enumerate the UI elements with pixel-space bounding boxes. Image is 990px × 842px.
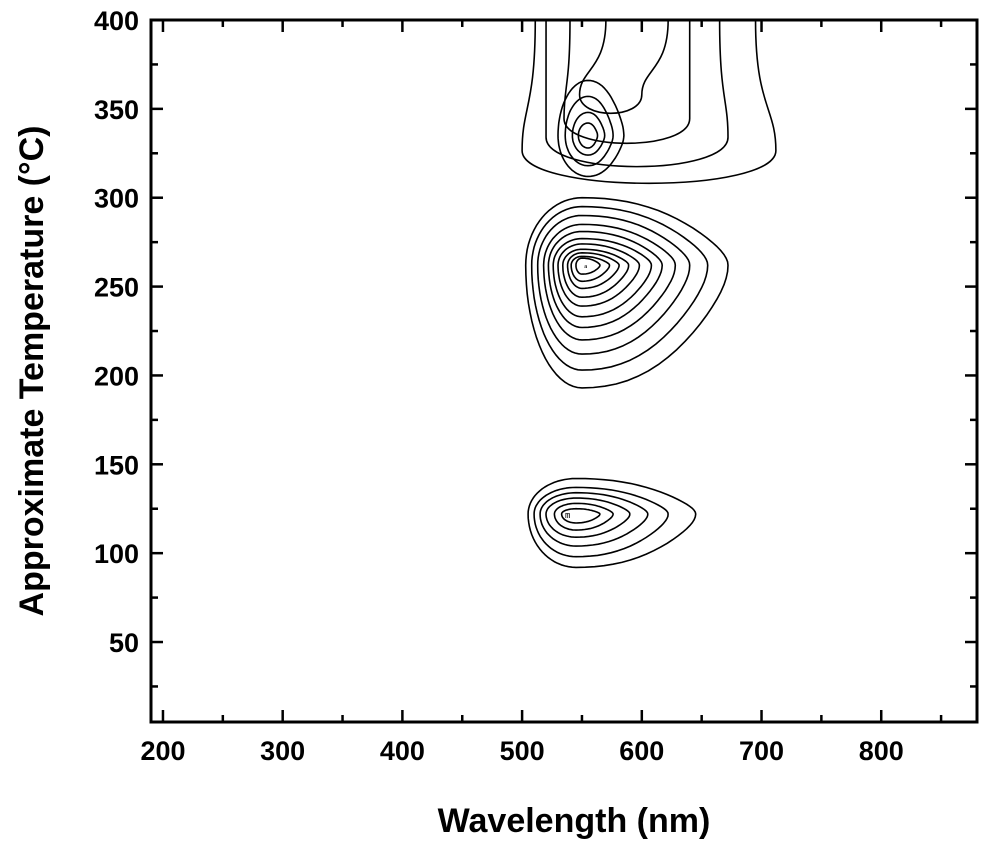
x-tick-label: 500 xyxy=(500,736,545,766)
peak-center-marker-mid: ᵃ xyxy=(583,264,588,274)
peak-center-marker-low: m xyxy=(565,511,570,521)
contour-line xyxy=(527,477,697,569)
contour-band xyxy=(545,19,729,168)
y-tick-label: 50 xyxy=(109,628,139,658)
y-tick-label: 300 xyxy=(94,184,139,214)
contour-line xyxy=(557,243,641,307)
contour-line xyxy=(536,214,691,355)
contour-line xyxy=(553,502,614,531)
y-tick-label: 400 xyxy=(94,6,139,36)
x-axis-title: Wavelength (nm) xyxy=(438,802,711,840)
contour-band xyxy=(578,19,669,114)
y-tick-label: 200 xyxy=(94,361,139,391)
y-tick-label: 100 xyxy=(94,539,139,569)
plot-frame xyxy=(149,18,979,724)
contour-line xyxy=(524,196,729,389)
contour-line xyxy=(530,205,709,371)
x-tick-label: 200 xyxy=(140,736,185,766)
contour-line xyxy=(539,491,649,547)
contour-line xyxy=(575,257,601,275)
x-tick-label: 600 xyxy=(619,736,664,766)
x-tick-label: 400 xyxy=(380,736,425,766)
contour-line xyxy=(557,79,625,178)
contour-line xyxy=(533,486,669,558)
tick-labels: 200 300 400 500 600 700 800 50 100 150 200 250 300 35… xyxy=(94,6,904,766)
x-tick-label: 300 xyxy=(260,736,305,766)
axis-ticks xyxy=(151,18,977,722)
contour-line xyxy=(542,223,677,341)
y-axis-title: Approximate Temperature (°C) xyxy=(13,126,51,617)
contour-line xyxy=(566,252,620,290)
contour-lines xyxy=(521,19,777,569)
x-tick-label: 700 xyxy=(739,736,784,766)
contour-band xyxy=(521,19,777,184)
contour-line xyxy=(545,497,631,538)
y-tick-label: 250 xyxy=(94,273,139,303)
contour-band xyxy=(563,19,691,145)
contour-line xyxy=(562,248,630,298)
y-tick-label: 350 xyxy=(94,95,139,125)
contour-line xyxy=(552,237,653,318)
contour-line xyxy=(564,95,614,167)
contour-line xyxy=(547,230,663,329)
x-tick-label: 800 xyxy=(859,736,904,766)
contour-line xyxy=(570,255,611,283)
contour-line xyxy=(560,507,601,524)
y-tick-label: 150 xyxy=(94,450,139,480)
contour-line xyxy=(571,111,606,156)
